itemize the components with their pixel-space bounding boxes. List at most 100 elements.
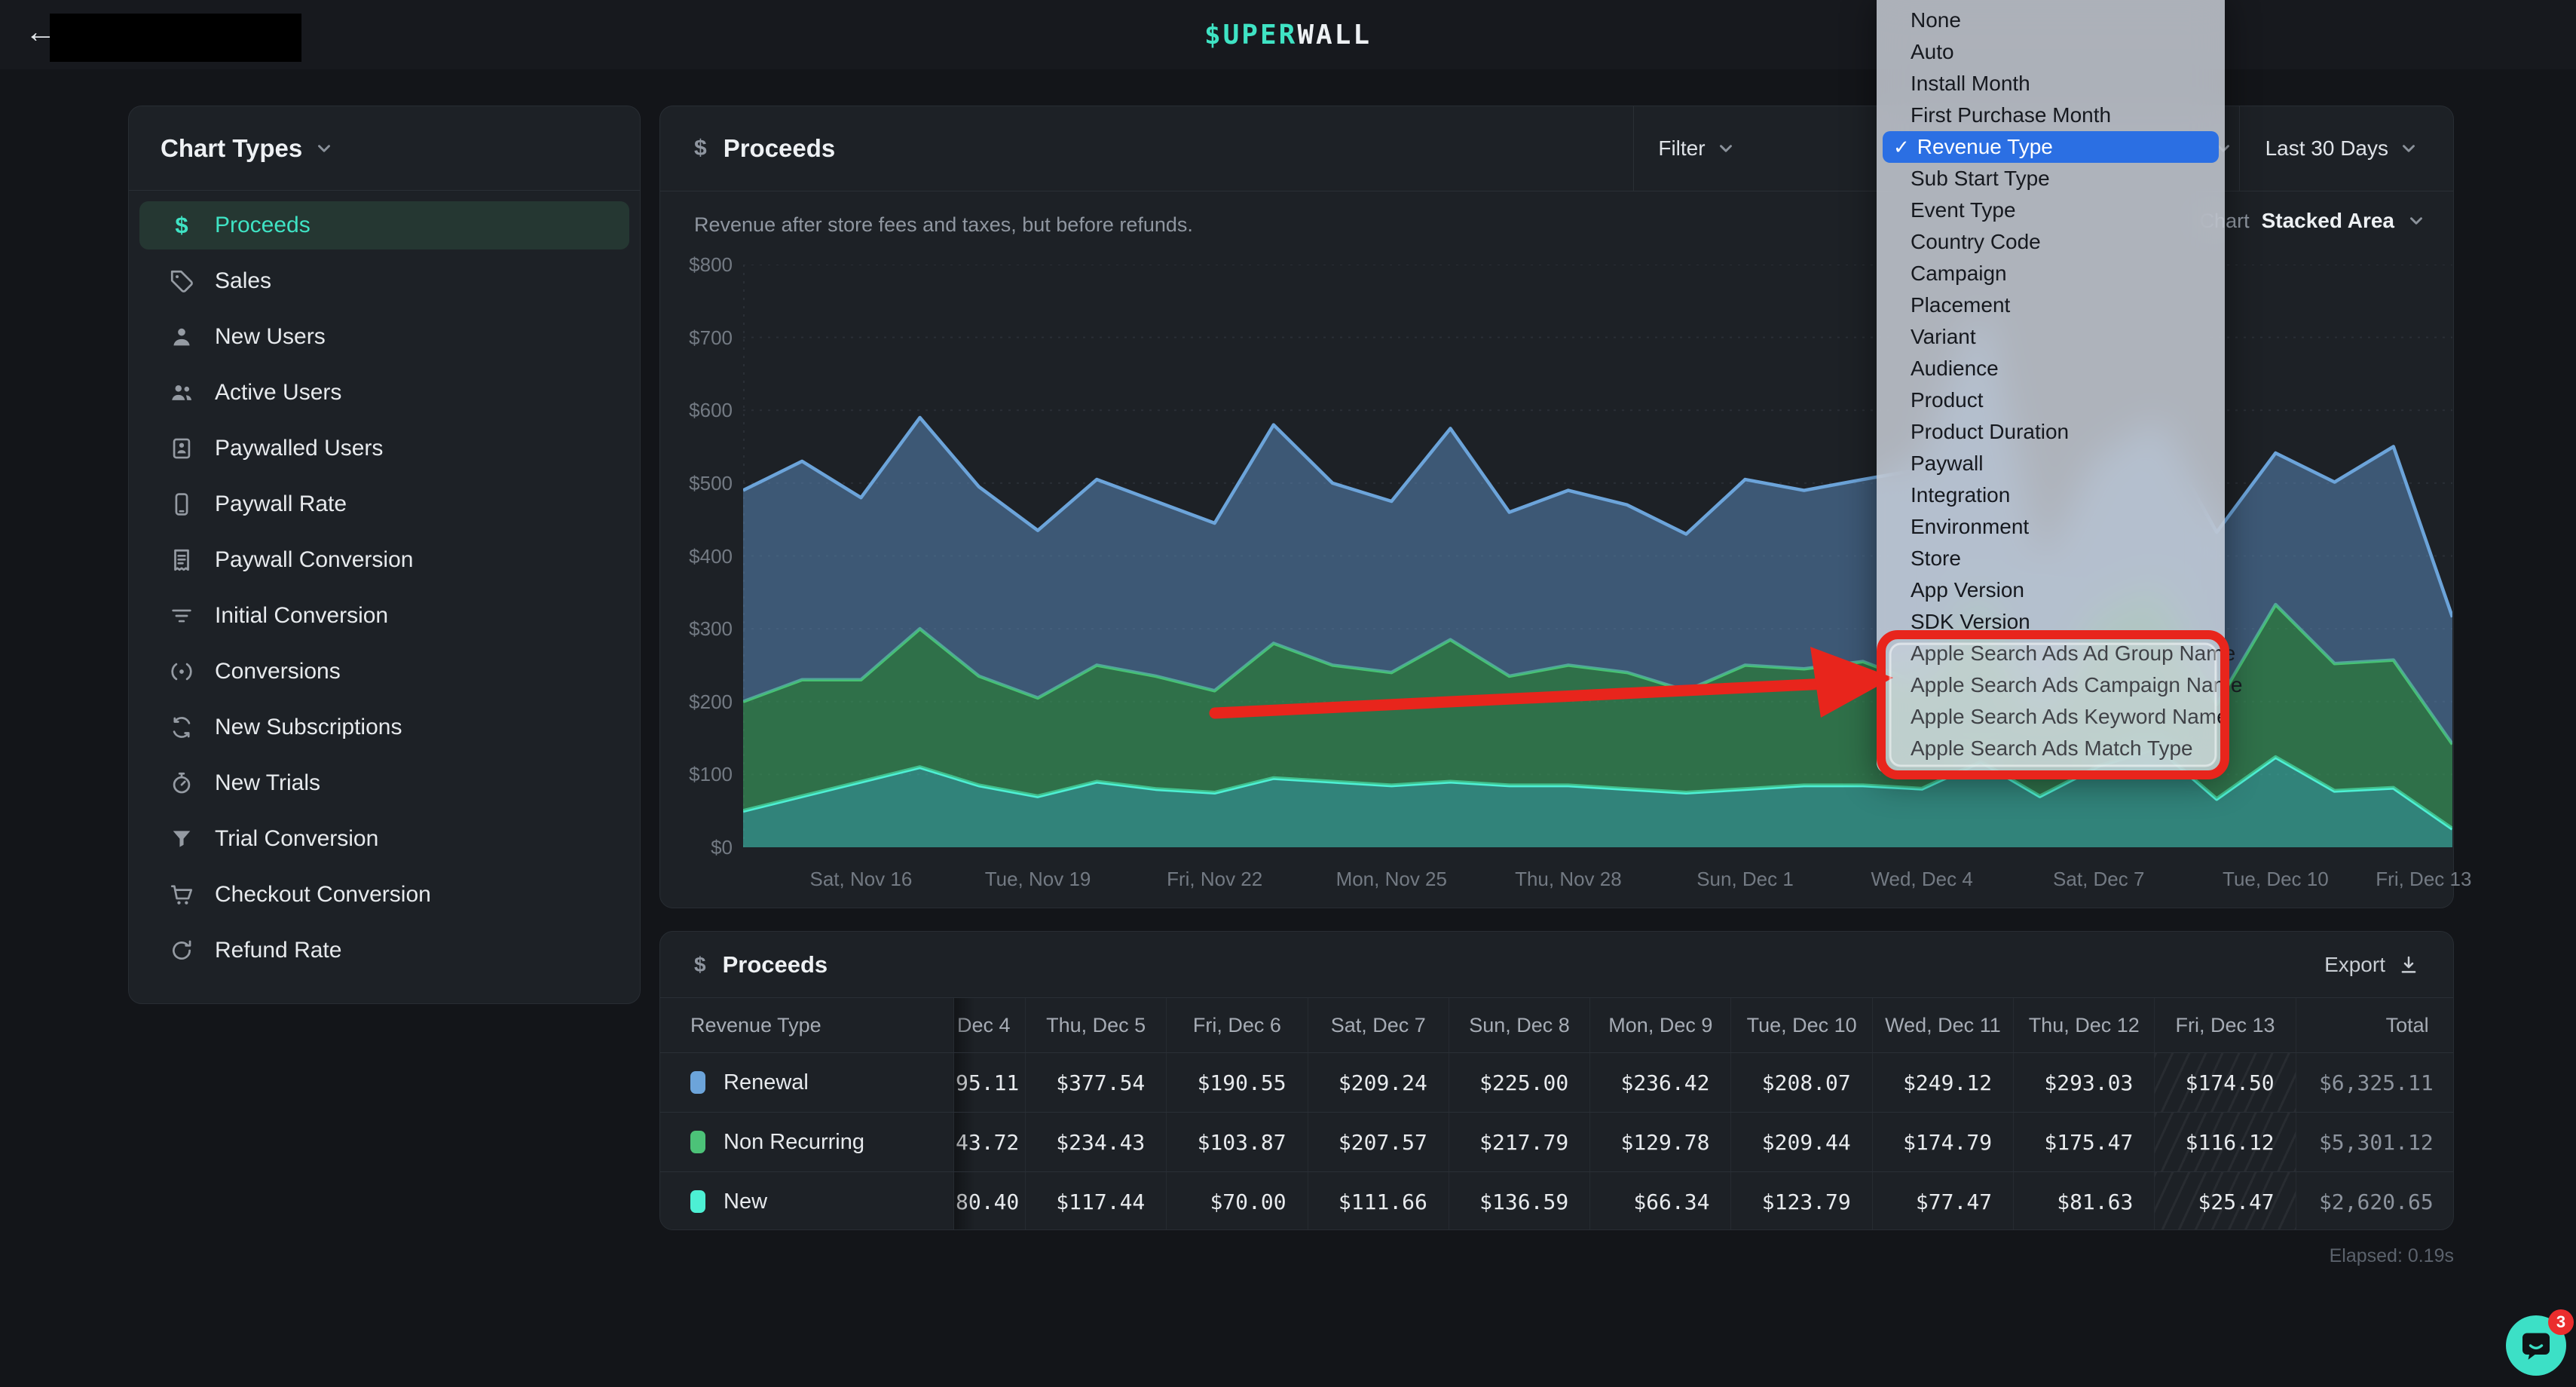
menu-item-none[interactable]: None	[1877, 5, 2225, 36]
table-cell: $207.57	[1308, 1113, 1449, 1171]
table-cell: $293.03	[2014, 1053, 2155, 1112]
column-header-mon-dec-9: Mon, Dec 9	[1590, 998, 1732, 1052]
sidebar-item-proceeds[interactable]: $ Proceeds	[139, 201, 629, 250]
table-cell: $377.54	[1026, 1053, 1167, 1112]
sidebar-item-label: Initial Conversion	[215, 603, 389, 628]
column-header-total: Total	[2296, 998, 2453, 1052]
menu-item-campaign[interactable]: Campaign	[1877, 258, 2225, 289]
table-panel-title: Proceeds	[722, 951, 828, 978]
row-label: Renewal	[724, 1070, 809, 1095]
area-band-new	[743, 748, 2452, 847]
table-cell: $81.63	[2014, 1172, 2155, 1229]
target-icon	[168, 658, 195, 685]
sidebar-item-label: Paywall Conversion	[215, 547, 414, 572]
x-axis-label: Sun, Dec 1	[1696, 868, 1794, 890]
menu-item-auto[interactable]: Auto	[1877, 36, 2225, 68]
menu-item-revenue-type[interactable]: ✓ Revenue Type	[1883, 131, 2219, 163]
chart-type-select[interactable]: Chart Stacked Area	[2200, 209, 2426, 233]
menu-item-label: Sub Start Type	[1911, 167, 2050, 190]
menu-item-first-purchase-month[interactable]: First Purchase Month	[1877, 100, 2225, 131]
y-axis-label: $0	[711, 836, 733, 859]
table-cell: $103.87	[1167, 1113, 1308, 1171]
filter-lines-icon	[168, 602, 195, 629]
sidebar-item-refund-rate[interactable]: Refund Rate	[139, 926, 629, 975]
menu-item-country-code[interactable]: Country Code	[1877, 226, 2225, 258]
chevron-down-icon	[2406, 211, 2426, 231]
sidebar-item-paywall-rate[interactable]: Paywall Rate	[139, 480, 629, 528]
menu-item-apple-search-ads-keyword-name[interactable]: Apple Search Ads Keyword Name	[1877, 701, 2229, 733]
menu-item-integration[interactable]: Integration	[1877, 479, 2225, 511]
y-axis-label: $300	[689, 617, 733, 641]
users-icon	[168, 379, 195, 406]
menu-item-product-duration[interactable]: Product Duration	[1877, 416, 2225, 448]
menu-item-apple-search-ads-match-type[interactable]: Apple Search Ads Match Type	[1877, 733, 2225, 764]
menu-item-label: First Purchase Month	[1911, 103, 2112, 127]
sidebar-item-new-subscriptions[interactable]: New Subscriptions	[139, 703, 629, 752]
menu-item-label: Apple Search Ads Campaign Name	[1911, 673, 2243, 697]
chat-launcher[interactable]: 3	[2506, 1309, 2574, 1376]
menu-item-label: Country Code	[1911, 230, 2041, 253]
table-cell: $209.24	[1308, 1053, 1449, 1112]
x-axis-label: Tue, Dec 10	[2223, 868, 2329, 890]
sidebar-item-checkout-conversion[interactable]: Checkout Conversion	[139, 871, 629, 919]
sidebar-item-label: Paywalled Users	[215, 436, 384, 461]
cart-icon	[168, 881, 195, 908]
menu-item-store[interactable]: Store	[1877, 543, 2225, 574]
sidebar-item-trial-conversion[interactable]: Trial Conversion	[139, 815, 629, 863]
sidebar-item-sales[interactable]: Sales	[139, 257, 629, 305]
menu-item-label: None	[1911, 8, 1961, 32]
menu-item-environment[interactable]: Environment	[1877, 511, 2225, 543]
sidebar-item-paywalled-users[interactable]: Paywalled Users	[139, 424, 629, 473]
table-cell: $111.66	[1308, 1172, 1449, 1229]
funnel-icon	[168, 825, 195, 853]
sidebar-item-active-users[interactable]: Active Users	[139, 369, 629, 417]
menu-item-event-type[interactable]: Event Type	[1877, 194, 2225, 226]
menu-item-paywall[interactable]: Paywall	[1877, 448, 2225, 479]
proceeds-table: Revenue Type Dec 4 Thu, Dec 5 Fri, Dec 6 Sat…	[660, 997, 2453, 1229]
menu-item-placement[interactable]: Placement	[1877, 289, 2225, 321]
menu-item-label: Audience	[1911, 357, 1999, 380]
chart-types-dropdown[interactable]: Chart Types	[129, 106, 640, 191]
menu-item-label: Variant	[1911, 325, 1976, 348]
sidebar-item-conversions[interactable]: Conversions	[139, 648, 629, 696]
table-cell: $209.44	[1731, 1113, 1873, 1171]
date-range-button[interactable]: Last 30 Days	[2240, 136, 2453, 161]
sidebar-item-label: New Users	[215, 324, 326, 349]
user-icon	[168, 323, 195, 351]
menu-item-sub-start-type[interactable]: Sub Start Type	[1877, 163, 2225, 194]
sidebar-item-label: New Trials	[215, 770, 321, 795]
chart-panel-header: $ Proceeds Filter Last 30 Days	[660, 106, 2453, 191]
redacted-app-name	[50, 14, 301, 62]
menu-item-product[interactable]: Product	[1877, 384, 2225, 416]
chevron-down-icon	[1716, 139, 1736, 158]
dollar-icon: $	[694, 136, 707, 161]
table-cell: $77.47	[1873, 1172, 2015, 1229]
sidebar-item-initial-conversion[interactable]: Initial Conversion	[139, 592, 629, 640]
menu-item-install-month[interactable]: Install Month	[1877, 68, 2225, 100]
menu-item-sdk-version[interactable]: SDK Version	[1877, 606, 2225, 638]
menu-item-apple-search-ads-campaign-name[interactable]: Apple Search Ads Campaign Name	[1877, 669, 2242, 701]
row-label: New	[724, 1189, 768, 1214]
chart-panel-title: Proceeds	[723, 134, 836, 162]
table-header-row: Revenue Type Dec 4 Thu, Dec 5 Fri, Dec 6 Sat…	[660, 997, 2453, 1052]
filter-button[interactable]: Filter	[1634, 136, 1779, 161]
sidebar-item-new-trials[interactable]: New Trials	[139, 759, 629, 807]
menu-item-apple-search-ads-ad-group-name[interactable]: Apple Search Ads Ad Group Name	[1877, 638, 2235, 669]
sidebar-item-paywall-conversion[interactable]: Paywall Conversion	[139, 536, 629, 584]
sidebar-item-label: Conversions	[215, 659, 341, 684]
menu-item-audience[interactable]: Audience	[1877, 353, 2225, 384]
sidebar-item-label: Checkout Conversion	[215, 882, 431, 907]
export-button[interactable]: Export	[2324, 953, 2420, 977]
logo-accent: $UPER	[1204, 19, 1298, 51]
sidebar-item-new-users[interactable]: New Users	[139, 313, 629, 361]
menu-item-app-version[interactable]: App Version	[1877, 574, 2225, 606]
superwall-logo: $UPER WALL	[0, 0, 2576, 69]
tag-icon	[168, 268, 195, 295]
table-cell: $70.00	[1167, 1172, 1308, 1229]
series-color-swatch	[690, 1071, 705, 1094]
y-axis-label: $700	[689, 326, 733, 349]
menu-item-variant[interactable]: Variant	[1877, 321, 2225, 353]
series-color-swatch	[690, 1131, 705, 1153]
row-label-non-recurring: Non Recurring	[660, 1113, 954, 1171]
menu-item-label: Integration	[1911, 483, 2011, 507]
